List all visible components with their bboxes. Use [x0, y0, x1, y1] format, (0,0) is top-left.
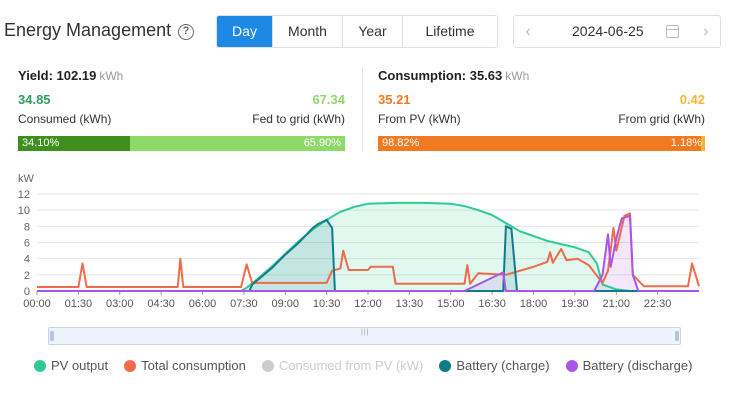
legend-dot-icon: [261, 359, 274, 372]
x-tick-label: 19:30: [561, 298, 589, 310]
x-tick-label: 21:00: [602, 298, 630, 310]
date-value[interactable]: 2024-06-25: [572, 23, 644, 39]
consumption-label: Consumption:: [378, 68, 467, 83]
consumption-title: Consumption: 35.63 kWh: [378, 68, 529, 83]
y-tick-label: 4: [24, 254, 30, 266]
yield-label: Yield:: [18, 68, 53, 83]
y-tick-label: 0: [24, 286, 30, 298]
legend-dot-icon: [439, 359, 452, 372]
x-tick-label: 07:30: [230, 298, 258, 310]
consumption-ratio-bar: 98.82%: [378, 136, 705, 151]
tab-day[interactable]: Day: [217, 16, 273, 47]
legend-dot-icon: [565, 359, 578, 372]
x-tick-label: 01:30: [65, 298, 93, 310]
energy-line-chart[interactable]: 0 2 4 6 8 10 12 kW 00:00 01:30 03:00 04:30 06:00 07:3…: [0, 165, 736, 325]
tab-year[interactable]: Year: [343, 16, 403, 47]
legend-item[interactable]: Total consumption: [124, 358, 246, 373]
legend-dot-icon: [124, 359, 137, 372]
y-tick-label: 2: [24, 270, 30, 282]
time-range-scroller[interactable]: |||: [48, 327, 681, 345]
x-tick-label: 13:30: [396, 298, 424, 310]
legend-label: Battery (charge): [456, 358, 550, 373]
x-tick-label: 16:30: [478, 298, 506, 310]
consumption-bar-pv: 98.82%: [378, 136, 701, 151]
legend-item[interactable]: PV output: [34, 358, 108, 373]
y-tick-label: 8: [24, 221, 30, 233]
panel-divider: [362, 68, 363, 152]
tab-month[interactable]: Month: [273, 16, 343, 47]
consumption-bar-grid: [701, 136, 705, 151]
legend-item[interactable]: Battery (discharge): [565, 358, 693, 373]
calendar-icon[interactable]: [666, 25, 679, 38]
yield-bar-consumed: 34.10%: [18, 136, 130, 151]
yield-unit: kWh: [99, 69, 124, 83]
date-picker[interactable]: ‹ 2024-06-25 ›: [513, 15, 721, 48]
scroller-left-handle[interactable]: [50, 331, 54, 341]
x-tick-label: 18:00: [520, 298, 548, 310]
x-tick-label: 03:00: [106, 298, 134, 310]
consumed-label: Consumed (kWh): [18, 112, 112, 126]
y-tick-label: 10: [18, 205, 30, 217]
legend-label: PV output: [51, 358, 109, 373]
from-pv-label: From PV (kWh): [378, 112, 461, 126]
chevron-left-icon[interactable]: ‹: [525, 23, 531, 40]
tab-lifetime[interactable]: Lifetime: [425, 23, 475, 39]
consumption-bar-grid-label: 1.18%: [670, 137, 702, 149]
x-tick-label: 09:00: [271, 298, 299, 310]
yield-bar-fed: 65.90%: [129, 136, 345, 151]
scroller-right-handle[interactable]: [675, 331, 679, 341]
chart-legend: PV output Total consumption Consumed from …: [34, 358, 708, 373]
legend-dot-icon: [34, 359, 46, 372]
from-pv-value: 35.21: [378, 92, 411, 107]
period-tabs: Day Month Year Lifetime: [216, 15, 498, 48]
legend-label: Total consumption: [141, 358, 246, 373]
series-area-4: [37, 215, 699, 291]
y-tick-label: 12: [18, 189, 30, 201]
series-area-0: [37, 202, 699, 291]
consumption-value: 35.63: [469, 68, 503, 83]
yield-title: Yield: 102.19 kWh: [18, 68, 123, 83]
x-tick-label: 04:30: [147, 298, 175, 310]
legend-label: Battery (discharge): [582, 358, 693, 373]
x-tick-label: 15:00: [437, 298, 465, 310]
x-tick-label: 10:30: [313, 298, 341, 310]
x-tick-label: 22:30: [644, 298, 672, 310]
yield-value: 102.19: [56, 68, 97, 83]
fed-to-grid-value: 67.34: [312, 92, 345, 107]
fed-to-grid-label: Fed to grid (kWh): [252, 112, 345, 126]
x-tick-label: 00:00: [23, 298, 51, 310]
from-grid-value: 0.42: [679, 92, 705, 107]
series-line-1: [37, 212, 700, 288]
x-tick-label: 12:00: [354, 298, 382, 310]
consumed-value: 34.85: [18, 92, 51, 107]
legend-item[interactable]: Battery (charge): [439, 358, 550, 373]
legend-item[interactable]: Consumed from PV (kW): [261, 358, 424, 373]
yield-ratio-bar: 34.10% 65.90%: [18, 136, 345, 151]
y-axis-label: kW: [18, 173, 35, 185]
consumption-unit: kWh: [505, 69, 530, 83]
page-title: Energy Management: [4, 20, 172, 40]
scroller-grip-icon[interactable]: |||: [361, 329, 370, 336]
legend-label: Consumed from PV (kW): [278, 358, 424, 373]
x-tick-label: 06:00: [189, 298, 217, 310]
chevron-right-icon[interactable]: ›: [703, 23, 709, 40]
series-line-4: [37, 214, 699, 292]
y-tick-label: 6: [24, 238, 30, 250]
help-icon[interactable]: ?: [178, 24, 194, 40]
from-grid-label: From grid (kWh): [618, 112, 705, 126]
series-line-3: [37, 218, 699, 292]
